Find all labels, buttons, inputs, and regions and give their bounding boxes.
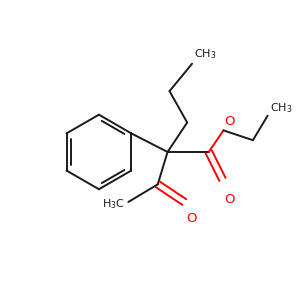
Text: O: O (186, 212, 197, 225)
Text: CH$_3$: CH$_3$ (270, 101, 292, 115)
Text: O: O (224, 116, 235, 128)
Text: O: O (224, 193, 235, 206)
Text: CH$_3$: CH$_3$ (194, 47, 217, 61)
Text: H$_3$C: H$_3$C (103, 197, 125, 211)
